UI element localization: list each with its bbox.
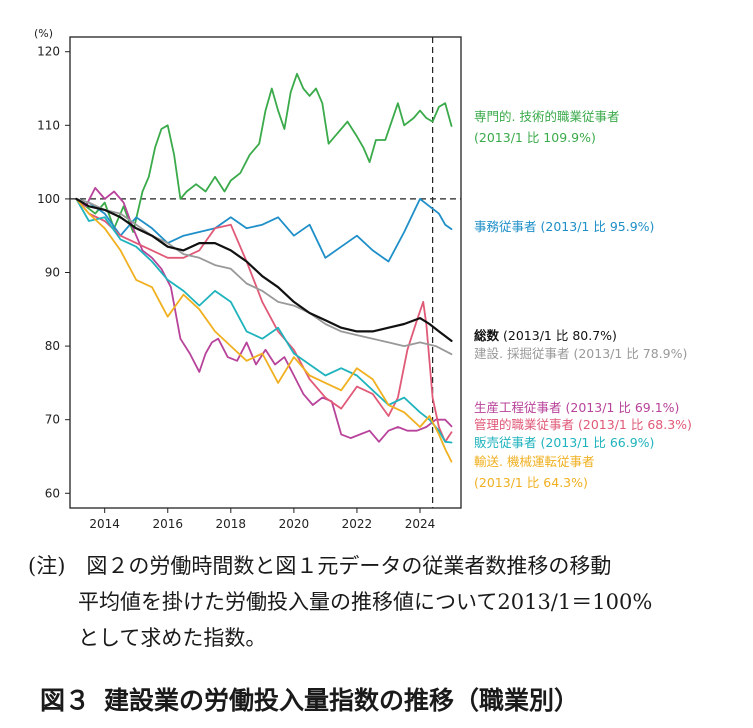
legend-entry-5: 生産工程従事者 (2013/1 比 69.1%) <box>474 400 679 415</box>
legend-name-4: 建設. 採掘従事者 <box>474 346 569 361</box>
reference-lines <box>70 37 461 508</box>
series-line-8 <box>75 197 453 463</box>
y-tick-label: 90 <box>45 266 60 280</box>
y-tick-label: 100 <box>37 192 60 206</box>
series-line-1 <box>75 72 453 233</box>
legend-entry-3: 総数 (2013/1 比 80.7%) <box>474 328 617 343</box>
series-line-7 <box>75 197 453 444</box>
legend-name-5: 生産工程従事者 <box>474 400 562 415</box>
legend-ratio-8: (2013/1 比 64.3%) <box>474 475 588 490</box>
y-tick-label: 60 <box>45 486 60 500</box>
figure-caption: 図３ 建設業の労働投入量指数の推移（職業別） <box>40 681 593 717</box>
legend-name-6: 管理的職業従事者 <box>474 417 574 432</box>
series-line-2 <box>75 197 453 263</box>
footnote-line-1: 図２の労働時間数と図１元データの従業者数推移の移動 <box>86 554 612 578</box>
legend-name-8: 輸送. 機械運転従事者 <box>474 454 594 469</box>
legend-ratio-4: (2013/1 比 78.9%) <box>573 346 687 361</box>
x-tick-label: 2014 <box>89 517 120 531</box>
y-axis: 60 70 80 90 100 110 120 <box>37 45 70 500</box>
y-tick-label: 70 <box>45 413 60 427</box>
y-tick-label: 120 <box>37 45 60 59</box>
legend-name-1: 専門的. 技術的職業従事者 <box>474 109 619 124</box>
legend-entry-6: 管理的職業従事者 (2013/1 比 68.3%) <box>474 417 692 432</box>
series-lines <box>75 72 453 463</box>
footnote-line-2: 平均値を掛けた労働投入量の推移値について2013/1＝100% <box>78 590 653 614</box>
footnote-line-3: として求めた指数。 <box>78 626 267 650</box>
y-tick-label: 80 <box>45 339 60 353</box>
legend-name-3: 総数 <box>474 328 500 343</box>
x-tick-label: 2016 <box>152 517 183 531</box>
y-axis-unit-label: (%) <box>34 27 53 40</box>
legend-name-2: 事務従事者 <box>474 219 537 234</box>
footnote-prefix: (注) <box>28 554 66 578</box>
x-tick-label: 2022 <box>342 517 373 531</box>
legend-entry-2: 事務従事者 (2013/1 比 95.9%) <box>474 219 654 234</box>
x-tick-label: 2020 <box>279 517 310 531</box>
footnote: (注) 図２の労働時間数と図１元データの従業者数推移の移動 平均値を掛けた労働投… <box>28 548 748 656</box>
figure-number: 図３ <box>40 686 91 715</box>
legend-ratio-7: (2013/1 比 66.9%) <box>541 435 655 450</box>
series-line-3 <box>75 197 453 342</box>
legend-ratio-1: (2013/1 比 109.9%) <box>474 130 596 145</box>
y-tick-label: 110 <box>37 118 60 132</box>
legend-ratio-5: (2013/1 比 69.1%) <box>566 400 680 415</box>
legend-ratio-6: (2013/1 比 68.3%) <box>578 417 692 432</box>
legend-ratio-2: (2013/1 比 95.9%) <box>541 219 655 234</box>
x-tick-label: 2018 <box>216 517 247 531</box>
series-line-6 <box>75 197 453 443</box>
x-axis: 2014 2016 2018 2020 2022 2024 <box>89 508 435 531</box>
legend: 専門的. 技術的職業従事者 (2013/1 比 109.9%) 事務従事者 (2013… <box>474 109 692 490</box>
legend-entry-4: 建設. 採掘従事者 (2013/1 比 78.9%) <box>474 346 687 361</box>
series-line-4 <box>75 197 453 356</box>
figure-title: 建設業の労働投入量指数の推移（職業別） <box>104 686 580 715</box>
x-tick-label: 2024 <box>405 517 436 531</box>
legend-ratio-3: (2013/1 比 80.7%) <box>503 328 617 343</box>
legend-entry-7: 販売従事者 (2013/1 比 66.9%) <box>474 435 654 450</box>
legend-name-7: 販売従事者 <box>474 435 537 450</box>
series-line-5 <box>75 186 453 443</box>
